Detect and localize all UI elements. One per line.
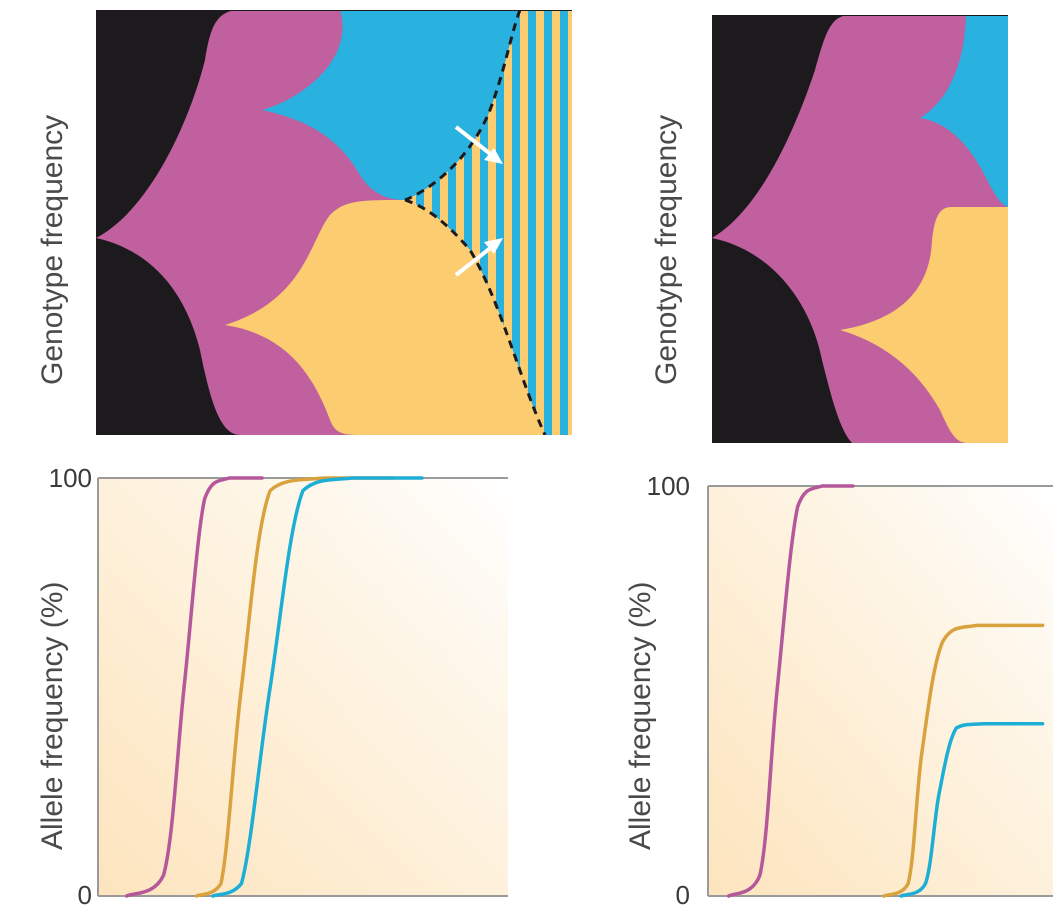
right-allele-panel: Allele frequency (%) 100 0: [620, 455, 1053, 910]
left-yellow-region: [225, 200, 545, 435]
right-tick-0: 0: [675, 880, 690, 910]
right-blue-allele-curve: [899, 722, 1045, 898]
left-genotype-panel: Genotype frequency: [0, 0, 580, 445]
left-dashed-boundary-upper: [404, 10, 522, 202]
left-allele-panel: Allele frequency (%) 100 0: [0, 455, 580, 910]
left-muller-plot: [96, 10, 572, 435]
right-yellow-allele-curve: [882, 623, 1045, 898]
right-allele-chart: [707, 484, 1053, 898]
right-yellow-region: [840, 207, 1008, 443]
left-blue-region: [262, 10, 520, 200]
arrow-icon: [454, 238, 503, 277]
right-muller-plot: [712, 15, 1008, 443]
arrow-icon: [454, 125, 503, 164]
right-genotype-panel: Genotype frequency: [620, 0, 1053, 445]
left-magenta-allele-curve: [124, 476, 264, 898]
left-tick-0: 0: [77, 880, 92, 910]
right-tick-100: 100: [646, 471, 690, 501]
right-magenta-allele-curve: [726, 484, 855, 898]
left-blue-allele-curve: [211, 476, 424, 898]
left-allele-chart: [97, 476, 508, 898]
right-blue-region: [920, 15, 1008, 207]
left-tick-100: 100: [48, 463, 92, 493]
left-striped-region: [405, 10, 572, 435]
left-dashed-boundary-lower: [404, 198, 547, 435]
left-yellow-allele-curve: [194, 476, 395, 898]
